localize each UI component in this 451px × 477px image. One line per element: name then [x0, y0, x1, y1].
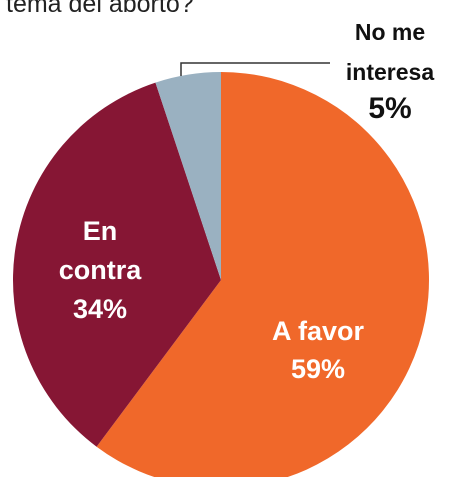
pie-slices [13, 72, 429, 477]
slice-label-no-me-interesa-line2: interesa [346, 59, 434, 85]
slice-pct-no-me-interesa: 5% [368, 92, 411, 125]
slice-pct-a-favor: 59% [291, 354, 345, 384]
slice-label-a-favor: A favor [272, 316, 365, 346]
slice-label-en-contra-line2: contra [59, 255, 143, 285]
pie-slice-en-contra [13, 82, 222, 447]
slice-pct-en-contra: 34% [73, 294, 127, 324]
slice-label-en-contra-line1: En [83, 216, 118, 246]
question-text: tema del aborto? [6, 0, 194, 18]
leader-line [180, 62, 330, 76]
pie-slice-a-favor [96, 72, 429, 477]
slice-label-no-me-interesa-line1: No me [355, 19, 425, 45]
pie-slice-no-me-interesa [155, 72, 221, 280]
